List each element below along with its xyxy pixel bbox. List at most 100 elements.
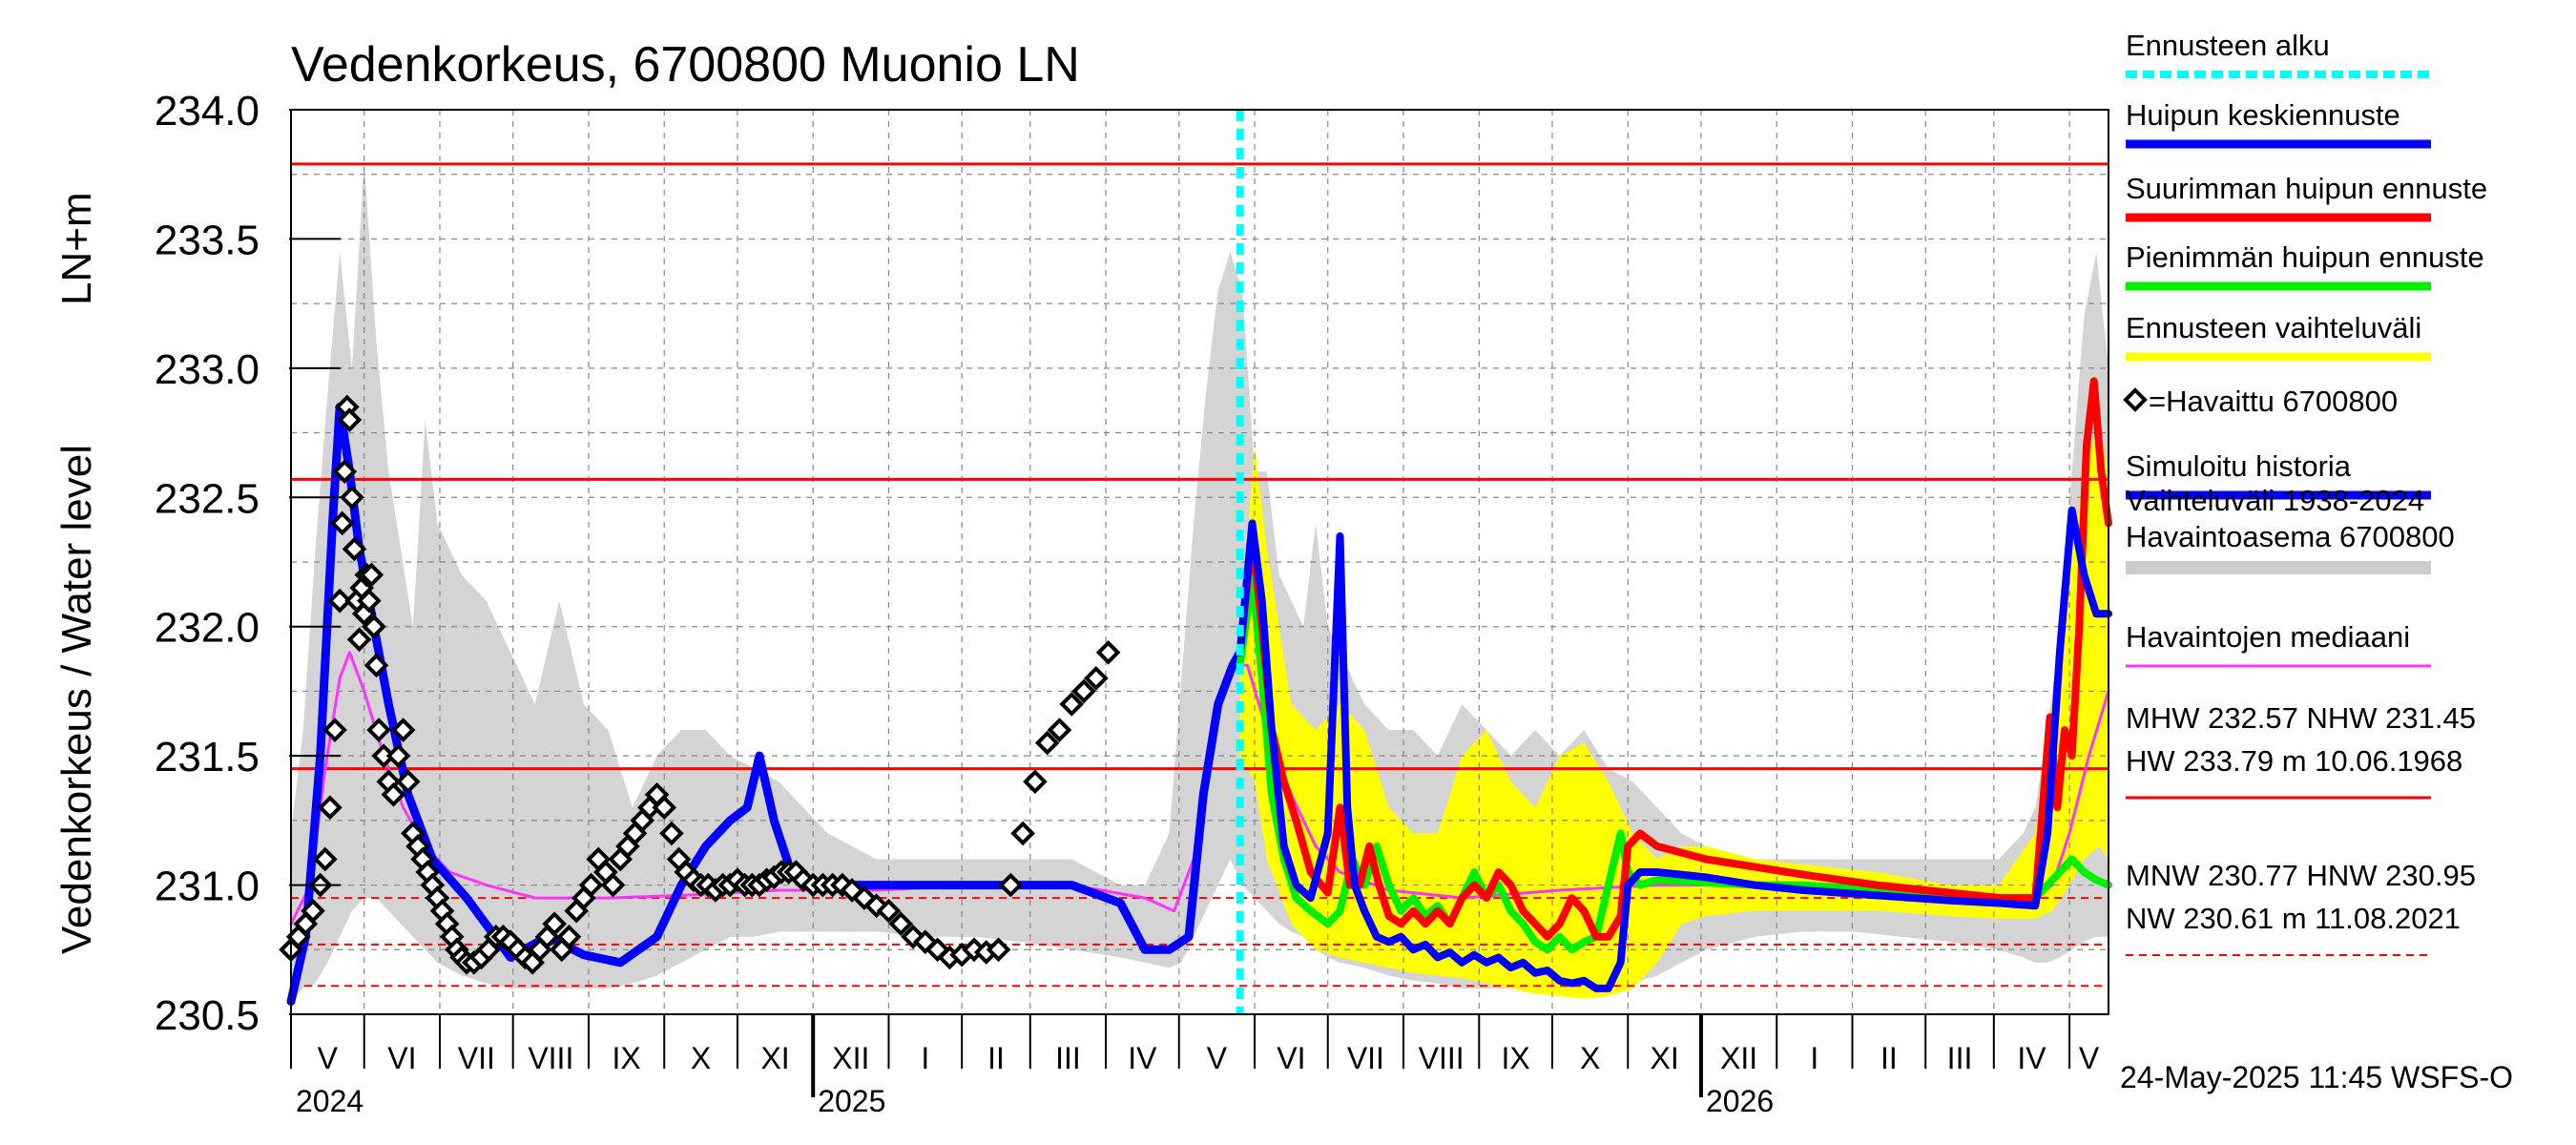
observed-point <box>542 911 567 937</box>
observed-point <box>998 872 1024 898</box>
observed-point <box>1010 821 1035 846</box>
observed-point <box>1095 639 1121 665</box>
observed-point <box>1023 769 1048 795</box>
variation-range-band <box>291 161 2109 1002</box>
observed-point <box>364 653 389 678</box>
stats-line: MHW 232.57 NHW 231.45 <box>2126 701 2476 735</box>
month-label: IX <box>1502 1041 1530 1075</box>
observed-point <box>888 911 914 937</box>
observed-point <box>986 937 1011 963</box>
observed-point <box>578 872 604 898</box>
observed-point <box>327 588 352 614</box>
month-label: V <box>1207 1041 1228 1075</box>
observed-point <box>318 795 343 821</box>
month-label: II <box>1880 1041 1898 1075</box>
y-axis-label: Vedenkorkeus / Water level <box>53 445 100 954</box>
observed-point <box>340 485 364 510</box>
observed-markers <box>279 394 1121 975</box>
month-label: XII <box>1720 1041 1757 1075</box>
month-label: IV <box>2017 1041 2046 1075</box>
observed-point <box>329 510 355 536</box>
observed-point <box>337 407 363 432</box>
observed-point <box>381 781 406 807</box>
observed-point <box>322 718 347 742</box>
month-label: XII <box>832 1041 869 1075</box>
observed-point <box>332 459 358 485</box>
observed-point <box>359 562 384 588</box>
legend-label: Huipun keskiennuste <box>2126 98 2400 132</box>
observed-point <box>652 795 677 821</box>
year-label: 2026 <box>1706 1084 1774 1118</box>
legend-label: Ennusteen vaihteluväli <box>2126 311 2421 344</box>
stats-line: MNW 230.77 HNW 230.95 <box>2126 859 2476 892</box>
month-label: III <box>1055 1041 1081 1075</box>
observed-point <box>1034 730 1060 756</box>
y-ticks: 230.5 231.0 231.5 232.0 232.5 233.0 233.5 234.0 <box>155 88 341 1039</box>
y-tick-label: 234.0 <box>155 88 260 135</box>
observed-point <box>390 718 416 742</box>
observed-point <box>876 898 902 924</box>
legend-label: Havaintojen mediaani <box>2126 620 2410 654</box>
month-label: VI <box>387 1041 416 1075</box>
month-label: III <box>1947 1041 1973 1075</box>
month-label: XI <box>760 1041 789 1075</box>
month-label: IX <box>612 1041 640 1075</box>
observed-point <box>346 627 372 653</box>
observed-point <box>1071 678 1096 704</box>
yellow-band <box>1239 420 2109 999</box>
month-label: VIII <box>1419 1041 1465 1075</box>
y-axis-unit: LN+m <box>53 192 100 305</box>
month-label: I <box>1810 1041 1818 1075</box>
legend: Ennusteen alku Huipun keskiennuste Suurimm… <box>2123 29 2487 956</box>
observed-point <box>312 846 338 872</box>
observed-point <box>362 614 386 639</box>
legend-marker <box>2123 387 2148 412</box>
forecast-range-band <box>1239 420 2109 999</box>
month-label: V <box>2079 1041 2100 1075</box>
month-label: VIII <box>528 1041 573 1075</box>
chart-title: Vedenkorkeus, 6700800 Muonio LN <box>291 37 1080 93</box>
series-simuloitu-historia <box>286 403 1245 1006</box>
month-label: I <box>921 1041 929 1075</box>
year-label: 2025 <box>818 1084 885 1118</box>
gray-band <box>291 161 2109 1002</box>
y-tick-label: 232.5 <box>155 475 260 522</box>
observed-point <box>385 743 411 768</box>
observed-point <box>600 872 626 898</box>
month-label: II <box>987 1041 1005 1075</box>
y-tick-label: 233.0 <box>155 346 260 393</box>
month-label: VII <box>1347 1041 1384 1075</box>
x-axis: V VI VII VIII IX X XI XII I II III IV V VI VII VIII IX X X… <box>290 1014 2100 1118</box>
legend-label: Suurimman huipun ennuste <box>2126 172 2487 205</box>
month-label: IV <box>1128 1041 1157 1075</box>
legend-label: Vaihteluväli 1938-2024 <box>2126 484 2424 517</box>
series-lines <box>286 377 2112 1006</box>
series-huipun-keskiennuste <box>1236 506 2112 992</box>
reference-lines <box>291 162 2109 988</box>
month-label: X <box>691 1041 711 1075</box>
month-label: X <box>1580 1041 1600 1075</box>
observed-point <box>659 821 684 846</box>
stats-line: HW 233.79 m 10.06.1968 <box>2126 744 2462 778</box>
y-tick-label: 231.0 <box>155 864 260 910</box>
y-tick-label: 232.0 <box>155 605 260 652</box>
timestamp: 24-May-2025 11:45 WSFS-O <box>2120 1060 2513 1094</box>
month-label: VI <box>1277 1041 1305 1075</box>
year-label: 2024 <box>296 1084 364 1118</box>
plot-frame <box>290 109 2109 1015</box>
observed-point <box>342 536 367 562</box>
observed-point <box>356 588 382 614</box>
legend-label: Ennusteen alku <box>2126 29 2330 62</box>
stats-line: NW 230.61 m 11.08.2021 <box>2126 902 2461 935</box>
month-label: V <box>318 1041 339 1075</box>
y-tick-label: 231.5 <box>155 734 260 781</box>
series-suurimman-huipun-ennuste <box>1236 377 2112 941</box>
observed-point <box>1059 692 1085 717</box>
legend-label: Pienimmän huipun ennuste <box>2126 240 2484 274</box>
observed-point <box>395 769 421 795</box>
observed-point <box>556 924 582 949</box>
observed-point <box>366 718 391 742</box>
y-tick-label: 233.5 <box>155 217 260 263</box>
observed-point <box>301 898 325 924</box>
